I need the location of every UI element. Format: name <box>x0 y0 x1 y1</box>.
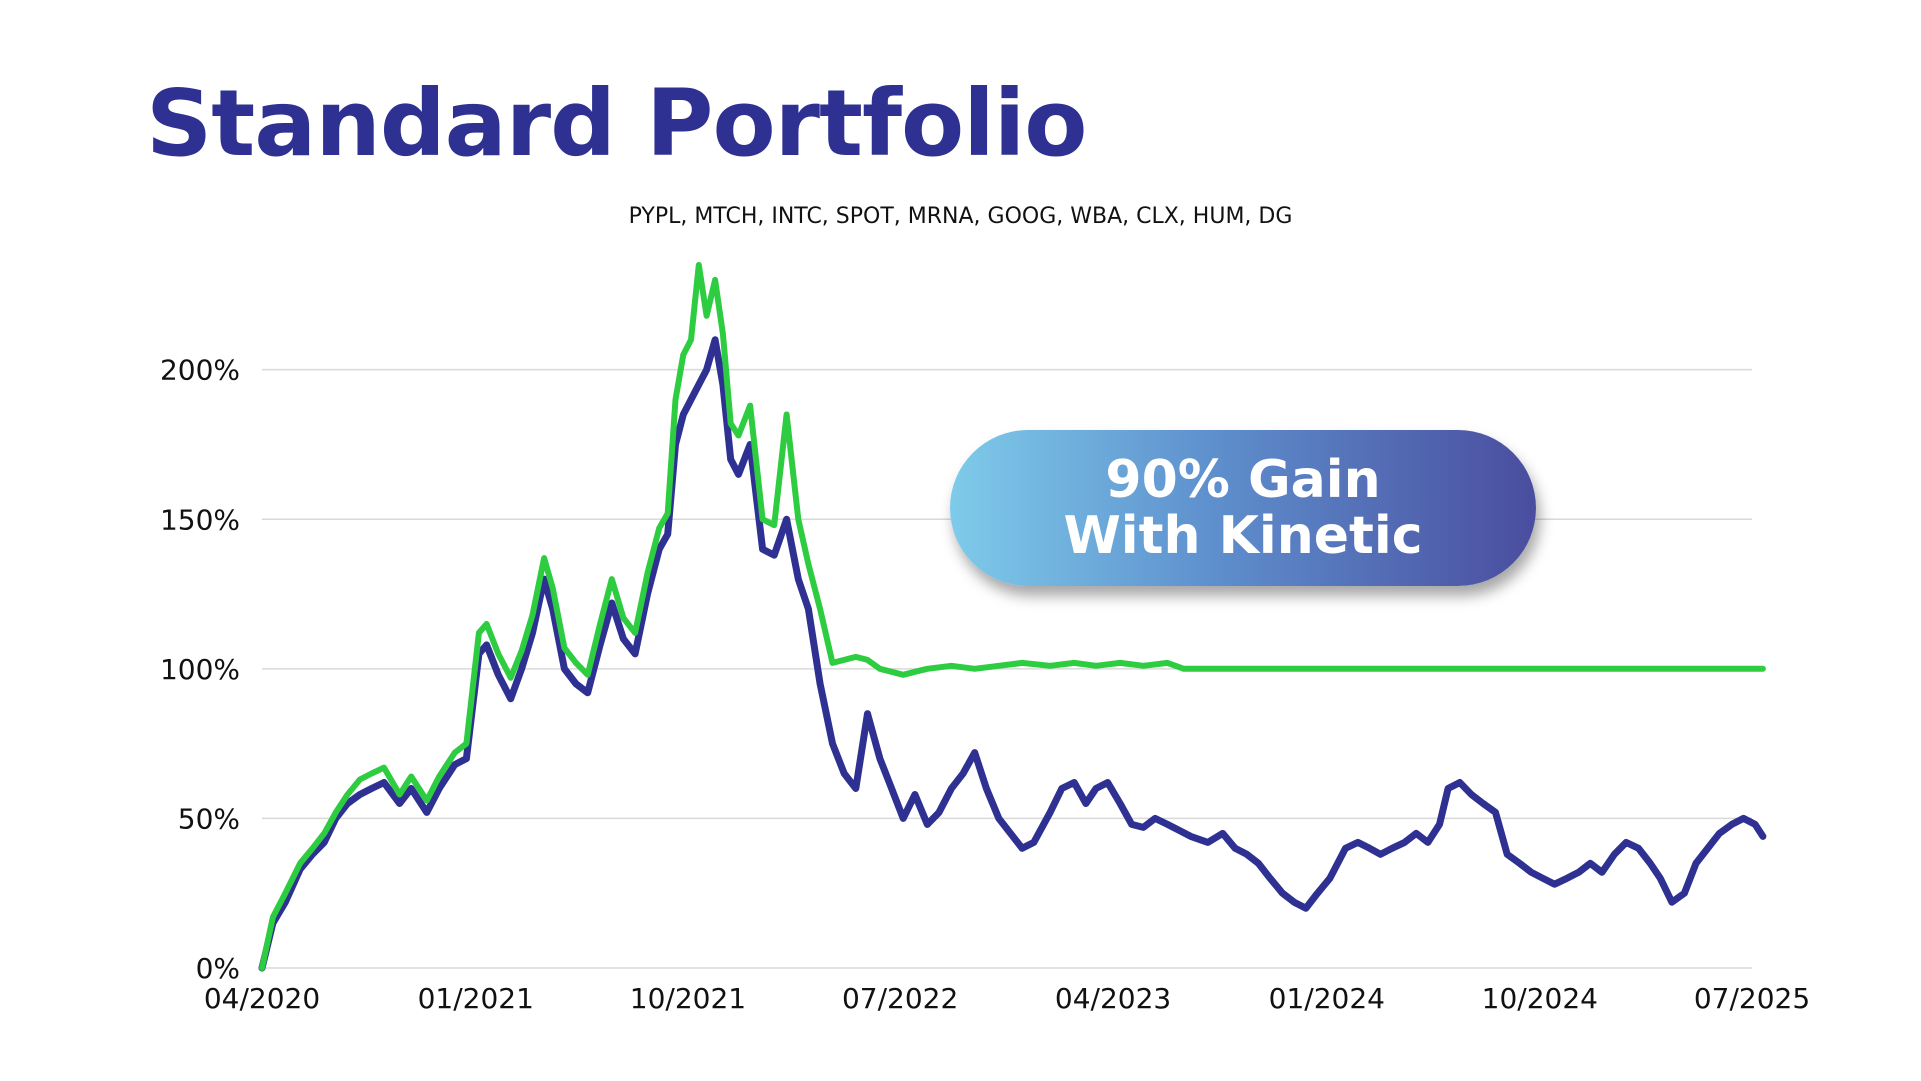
standard-portfolio-series-line <box>258 336 1767 972</box>
series-lines <box>258 262 1767 972</box>
y-axis-ticks: 0% 50% 100% 150% 200% <box>160 354 240 985</box>
x-tick-label: 04/2023 <box>1055 982 1171 1015</box>
x-tick-label: 10/2024 <box>1482 982 1598 1015</box>
y-tick-label: 200% <box>160 354 240 387</box>
callout-line-2: With Kinetic <box>1063 506 1423 566</box>
y-tick-label: 150% <box>160 503 240 536</box>
y-tick-label: 0% <box>196 952 240 985</box>
kinetic-gain-callout: 90% Gain With Kinetic <box>950 430 1536 586</box>
x-tick-label: 10/2021 <box>630 982 746 1015</box>
chart-subtitle: PYPL, MTCH, INTC, SPOT, MRNA, GOOG, WBA,… <box>628 204 1293 229</box>
y-tick-label: 100% <box>160 653 240 686</box>
page-title: Standard Portfolio <box>146 70 1087 177</box>
kinetic-series-line <box>259 262 1766 971</box>
x-axis-ticks: 04/2020 01/2021 10/2021 07/2022 04/2023 01/20… <box>204 982 1810 1015</box>
y-tick-label: 50% <box>178 802 240 835</box>
x-tick-label: 01/2021 <box>418 982 534 1015</box>
x-tick-label: 07/2022 <box>842 982 958 1015</box>
x-tick-label: 01/2024 <box>1269 982 1385 1015</box>
x-tick-label: 04/2020 <box>204 982 320 1015</box>
callout-line-1: 90% Gain <box>1105 449 1381 510</box>
x-tick-label: 07/2025 <box>1694 982 1810 1015</box>
